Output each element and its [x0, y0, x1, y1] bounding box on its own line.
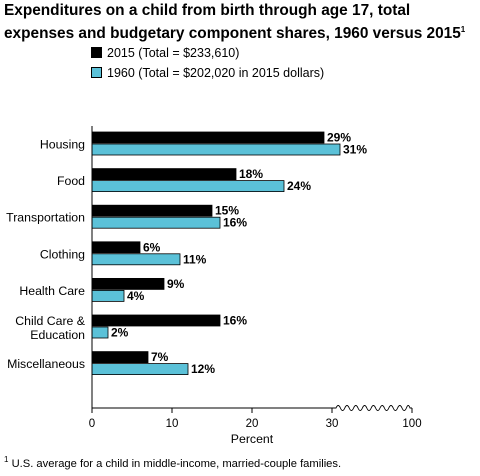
value-label-1960-5: 2%: [111, 326, 129, 340]
legend-label-2015: 2015 (Total = $233,610): [107, 46, 240, 60]
value-label-2015-1: 18%: [239, 167, 263, 181]
bar-2015-2: [91, 204, 213, 217]
category-label-5: Child Care & Education: [15, 314, 86, 342]
value-label-2015-5: 16%: [223, 314, 247, 328]
bar-2015-5: [91, 314, 221, 327]
category-label-2: Transportation: [6, 211, 85, 225]
legend-swatch-1960: [91, 67, 102, 78]
title-footnote-mark: 1: [460, 25, 466, 34]
value-label-2015-3: 6%: [143, 240, 161, 254]
x-axis-label: Percent: [231, 432, 274, 446]
title-line-2: expenses and budgetary component shares,…: [4, 25, 461, 42]
value-label-1960-3: 11%: [183, 252, 207, 266]
category-label-3: Clothing: [40, 247, 85, 261]
x-tick-label-0: 0: [89, 418, 95, 430]
value-label-1960-2: 16%: [223, 216, 247, 230]
category-label-1: Food: [57, 174, 85, 188]
bar-1960-3: [91, 253, 181, 266]
bar-2015-1: [91, 168, 237, 181]
footnote: 1 U.S. average for a child in middle-inc…: [4, 455, 341, 470]
bar-1960-2: [91, 216, 221, 229]
bar-2015-4: [91, 277, 165, 290]
value-label-2015-4: 9%: [167, 277, 185, 291]
value-label-1960-0: 31%: [343, 143, 367, 157]
x-tick-label-1: 10: [166, 418, 179, 430]
bar-1960-1: [91, 180, 285, 193]
legend-label-1960: 1960 (Total = $202,020 in 2015 dollars): [107, 66, 325, 80]
value-label-2015-6: 7%: [151, 350, 169, 364]
footnote-text: U.S. average for a child in middle-incom…: [11, 458, 342, 470]
title-line-1: Expenditures on a child from birth throu…: [4, 2, 411, 19]
x-axis-break: [332, 405, 412, 411]
value-label-1960-1: 24%: [287, 179, 311, 193]
value-label-2015-2: 15%: [215, 204, 239, 218]
footnote-mark: 1: [4, 455, 9, 464]
bar-1960-6: [91, 363, 189, 376]
category-label-4: Health Care: [19, 284, 85, 298]
value-label-1960-4: 4%: [127, 289, 145, 303]
category-label-0: Housing: [40, 138, 85, 152]
bar-1960-5: [91, 326, 109, 339]
x-tick-label-4: 100: [402, 418, 421, 430]
category-label-6: Miscellaneous: [7, 357, 85, 371]
x-tick-label-3: 30: [326, 418, 339, 430]
x-tick-label-2: 20: [246, 418, 259, 430]
bar-1960-0: [91, 143, 341, 156]
value-label-2015-0: 29%: [327, 131, 351, 145]
bar-1960-4: [91, 289, 125, 302]
bar-2015-0: [91, 131, 325, 144]
chart-title: Expenditures on a child from birth throu…: [4, 1, 478, 43]
bar-2015-3: [91, 241, 141, 254]
bar-2015-6: [91, 351, 149, 364]
legend-swatch-2015: [91, 47, 102, 58]
value-label-1960-6: 12%: [191, 362, 215, 376]
